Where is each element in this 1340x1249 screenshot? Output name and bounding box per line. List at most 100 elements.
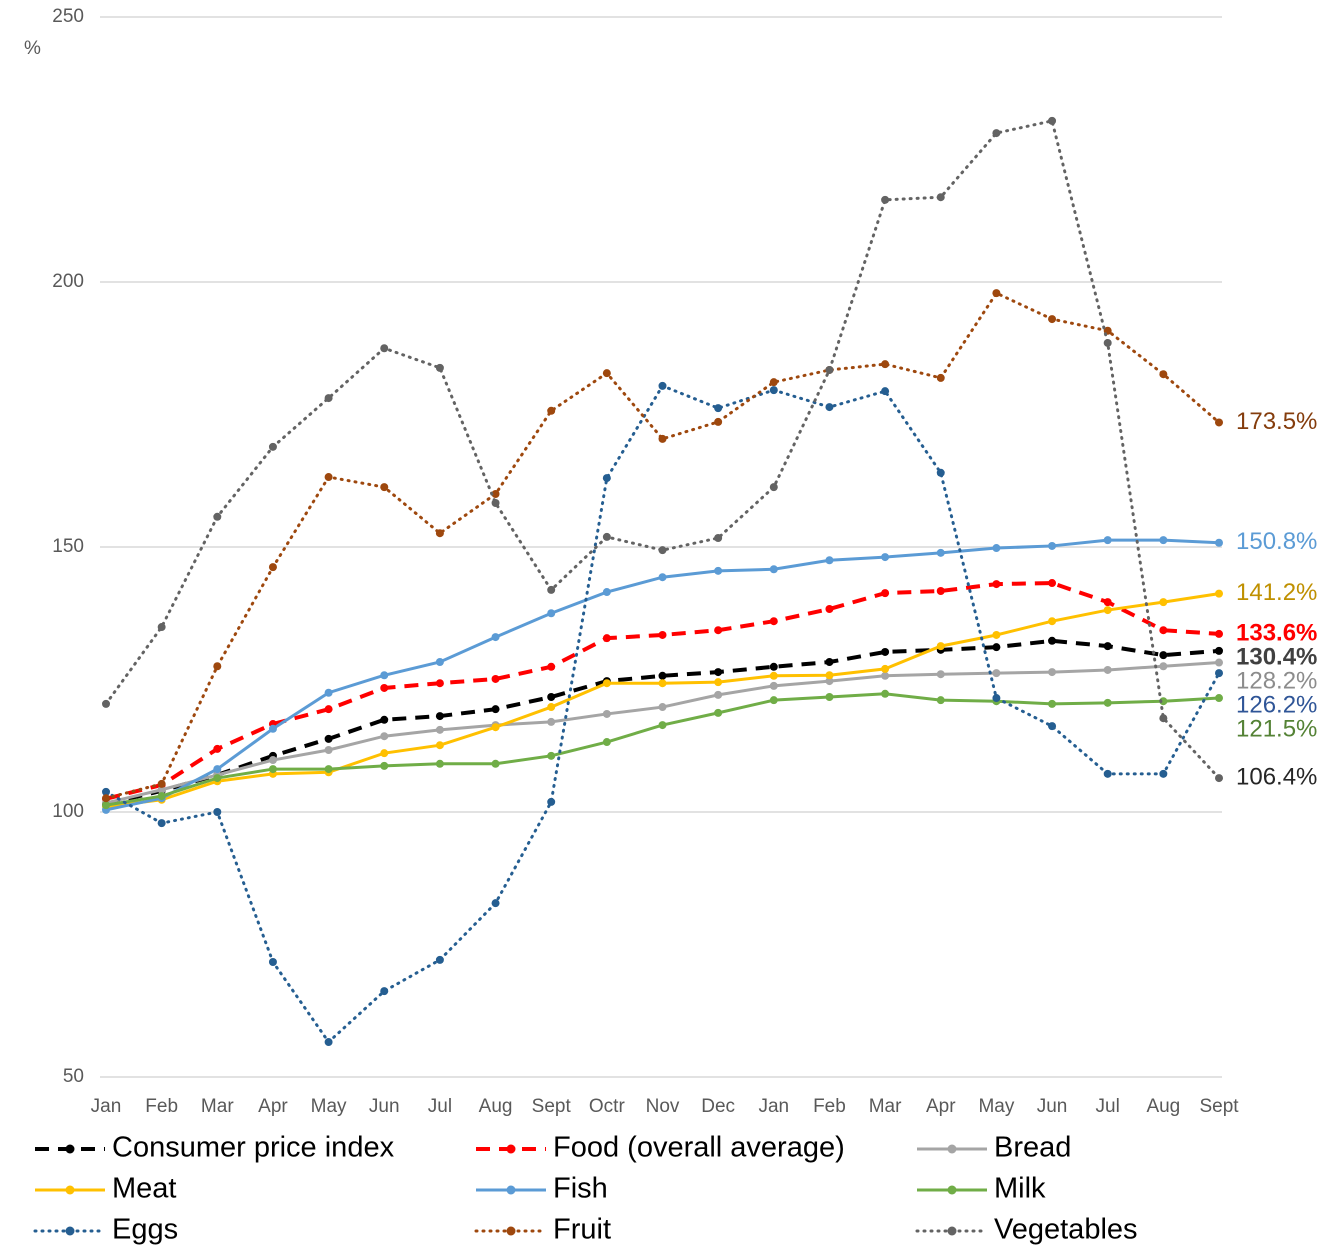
y-tick-label: 150 [52,536,84,557]
legend-label: Consumer price index [112,1132,395,1164]
data-point [881,671,890,680]
data-point [491,723,500,732]
legend-marker [947,1144,957,1154]
data-point [602,709,611,718]
data-point [157,623,166,632]
data-point [769,378,778,387]
data-point [1159,370,1168,379]
x-tick-label: Jun [369,1096,400,1117]
value-label: 150.8% [1236,528,1317,555]
value-label: 130.4% [1236,643,1317,670]
data-point [435,712,444,721]
data-point [1103,642,1112,651]
data-point [602,634,611,643]
data-point [881,689,890,698]
data-point [936,642,945,651]
y-axis-label: % [24,38,41,59]
data-point [714,404,723,413]
data-point [435,529,444,538]
data-point [380,761,389,770]
legend-marker [506,1185,516,1195]
data-point [547,609,556,618]
data-point [936,468,945,477]
data-point [602,532,611,541]
x-tick-label: May [311,1096,347,1117]
series-line [105,638,1220,806]
legend-marker [947,1185,957,1195]
data-point [881,553,890,562]
data-point [268,442,277,451]
data-point [213,765,222,774]
data-point [992,669,1001,678]
data-point [324,745,333,754]
data-point [992,630,1001,639]
data-point [1048,579,1057,588]
data-point [1159,598,1168,607]
data-point [936,670,945,679]
value-label: 173.5% [1236,408,1317,435]
data-point [491,633,500,642]
data-point [658,573,667,582]
data-point [825,677,834,686]
series-line [104,291,1221,800]
x-tick-label: Aug [1146,1096,1180,1117]
data-point [881,360,890,369]
data-point [825,692,834,701]
data-point [213,808,222,816]
x-tick-label: Sept [1199,1096,1239,1117]
data-point [602,474,611,483]
data-point [769,671,778,680]
x-tick-label: May [978,1096,1014,1117]
data-point [268,765,277,774]
y-tick-label: 200 [52,271,84,292]
data-point [102,801,110,810]
data-point [769,662,778,671]
data-point [602,679,611,688]
data-point [825,658,834,667]
data-point [1215,629,1223,638]
series-line [104,119,1221,780]
x-tick-label: Apr [926,1096,956,1117]
data-point [1103,338,1112,347]
data-point [1215,669,1223,678]
data-point [547,797,556,806]
x-tick-label: Jan [91,1096,122,1117]
data-point [547,662,556,671]
data-point [769,617,778,626]
data-point [1215,538,1223,547]
data-point [992,694,1001,703]
data-point [324,1038,333,1047]
data-point [1215,774,1223,783]
data-point [714,690,723,699]
data-point [658,671,667,680]
data-point [1048,699,1057,708]
x-tick-label: Jul [1096,1096,1120,1117]
data-point [491,899,500,908]
data-point [380,732,389,741]
data-point [881,664,890,673]
data-point [102,787,110,796]
data-point [992,129,1001,138]
value-label: 121.5% [1236,715,1317,742]
x-tick-label: Feb [145,1096,178,1117]
data-point [714,668,723,677]
x-tick-label: Aug [479,1096,513,1117]
data-point [380,671,389,680]
x-tick-label: Apr [258,1096,288,1117]
legend-label: Vegetables [994,1214,1138,1246]
data-point [1103,698,1112,707]
data-point [1103,769,1112,778]
data-point [992,643,1001,652]
data-point [380,987,389,996]
data-point [491,490,500,498]
data-point [1048,722,1057,731]
x-tick-label: Feb [813,1096,846,1117]
data-point [547,585,556,594]
data-point [658,546,667,555]
data-point [380,715,389,724]
data-point [602,588,611,597]
data-point [825,365,834,374]
data-point [213,512,222,521]
data-point [1048,617,1057,626]
